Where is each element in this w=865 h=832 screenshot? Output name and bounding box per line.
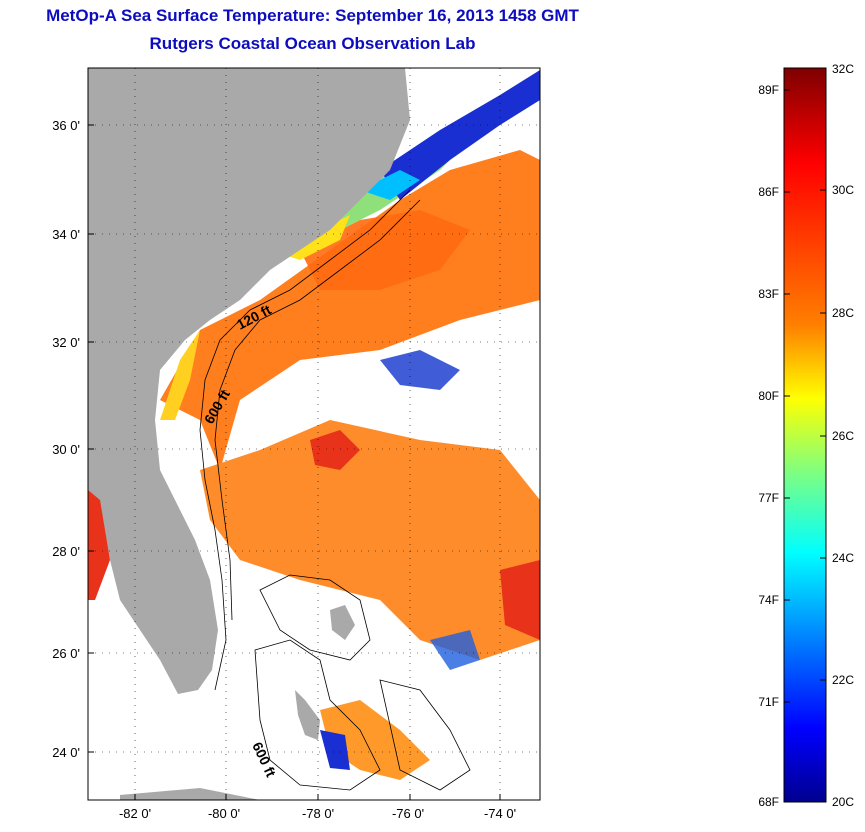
- cold-water-streak: [380, 70, 540, 200]
- x-tick-label: -74 0': [484, 806, 516, 821]
- cold-water-streak: [360, 170, 420, 200]
- x-tick-label: -78 0': [302, 806, 334, 821]
- land-mass: [88, 68, 410, 694]
- shelf-water: [160, 330, 200, 420]
- colorbar-celsius-label: 26C: [832, 429, 854, 443]
- map-title: MetOp-A Sea Surface Temperature: Septemb…: [46, 6, 579, 25]
- colorbar-fahrenheit-label: 77F: [758, 491, 779, 505]
- cold-water-streak: [430, 630, 480, 670]
- y-tick-label: 30 0': [52, 442, 80, 457]
- colorbar-fahrenheit-label: 86F: [758, 185, 779, 199]
- y-tick-label: 28 0': [52, 544, 80, 559]
- colorbar-celsius-label: 22C: [832, 673, 854, 687]
- hot-water-patch: [88, 490, 110, 600]
- colorbar: 89F 86F 83F 80F 77F 74F 71F 68F 32C 30C …: [758, 62, 854, 809]
- contour-line: [379, 679, 471, 791]
- colorbar-fahrenheit-label: 80F: [758, 389, 779, 403]
- colorbar-gradient: [783, 67, 827, 803]
- colorbar-fahrenheit-label: 71F: [758, 695, 779, 709]
- cold-water-streak: [320, 730, 350, 770]
- land-mass: [330, 605, 355, 640]
- colorbar-celsius-label: 20C: [832, 795, 854, 809]
- contour-line: [214, 199, 421, 621]
- x-tick-label: -82 0': [119, 806, 151, 821]
- y-tick-label: 34 0': [52, 227, 80, 242]
- axis-ticks: [88, 124, 501, 800]
- land-mass: [120, 788, 260, 800]
- colorbar-celsius-label: 30C: [832, 183, 854, 197]
- map-frame: [87, 67, 541, 801]
- colorbar-fahrenheit-label: 74F: [758, 593, 779, 607]
- x-tick-label: -76 0': [392, 806, 424, 821]
- colorbar-fahrenheit-label: 83F: [758, 287, 779, 301]
- map-subtitle: Rutgers Coastal Ocean Observation Lab: [149, 34, 476, 53]
- land-mass: [295, 690, 320, 740]
- hot-water-patch: [310, 430, 360, 470]
- colorbar-fahrenheit-label: 68F: [758, 795, 779, 809]
- cold-water-streak: [380, 350, 460, 390]
- contour-line: [259, 574, 371, 661]
- y-tick-label: 26 0': [52, 646, 80, 661]
- graticule: [88, 68, 540, 800]
- y-tick-label: 32 0': [52, 335, 80, 350]
- contour-line: [254, 639, 381, 791]
- contour-line: [199, 189, 411, 691]
- hot-water-patch: [500, 560, 540, 640]
- colorbar-celsius-label: 32C: [832, 62, 854, 76]
- x-tick-label: -80 0': [208, 806, 240, 821]
- colorbar-celsius-label: 24C: [832, 551, 854, 565]
- y-tick-label: 36 0': [52, 118, 80, 133]
- colorbar-celsius-label: 28C: [832, 306, 854, 320]
- y-tick-label: 24 0': [52, 745, 80, 760]
- sst-map: 120 ft 600 ft 600 ft: [88, 68, 540, 800]
- warm-water-region: [200, 420, 540, 660]
- colorbar-fahrenheit-label: 89F: [758, 83, 779, 97]
